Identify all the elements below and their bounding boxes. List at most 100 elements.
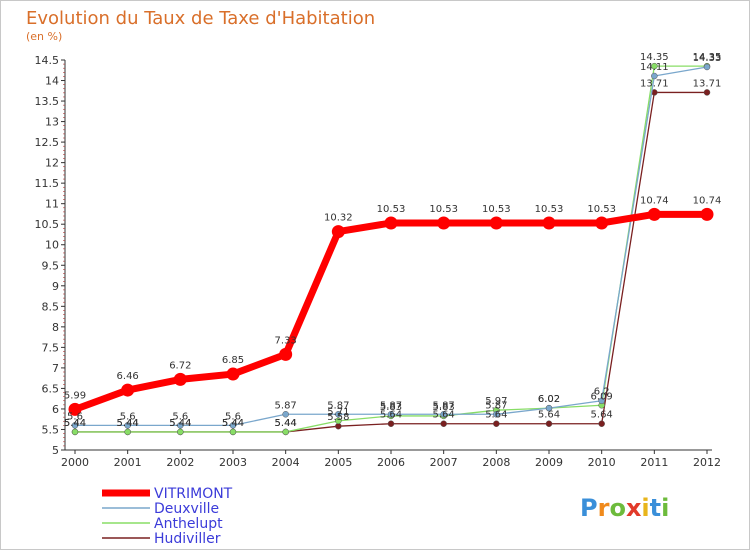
data-label-anthelupt: 5.97 <box>485 396 507 407</box>
data-label-deuxville: 5.87 <box>275 400 297 411</box>
data-label-vitrimont: 6.72 <box>169 360 191 371</box>
data-point-hudiviller <box>545 420 553 427</box>
data-label-vitrimont: 10.53 <box>587 204 616 215</box>
data-point-deuxville <box>493 411 500 418</box>
legend-label-anthelupt: Anthelupt <box>154 516 223 532</box>
y-tick-label: 13.5 <box>35 95 60 108</box>
data-label-vitrimont: 10.74 <box>640 195 669 206</box>
series-layer <box>68 62 714 436</box>
data-label-deuxville: 5.6 <box>67 411 83 422</box>
x-tick-label: 2005 <box>324 456 352 469</box>
data-label-anthelupt: 5.44 <box>117 418 139 429</box>
y-tick-label: 13 <box>45 116 59 129</box>
y-tick-label: 14.5 <box>35 54 60 67</box>
data-label-anthelupt: 14.35 <box>640 52 669 63</box>
data-point-deuxville <box>177 422 184 429</box>
x-tick-label: 2011 <box>640 456 668 469</box>
data-label-hudiviller: 5.64 <box>380 410 402 421</box>
data-label-anthelupt: 5.83 <box>380 402 402 413</box>
data-label-deuxville: 5.87 <box>327 400 349 411</box>
data-label-vitrimont: 10.53 <box>535 204 564 215</box>
data-point-anthelupt <box>177 428 184 436</box>
logo-letter: t <box>650 494 661 522</box>
data-point-vitrimont <box>279 347 293 361</box>
data-label-deuxville: 5.87 <box>380 400 402 411</box>
y-tick-label: 8.5 <box>42 300 60 313</box>
data-label-hudiviller: 5.64 <box>538 410 560 421</box>
series-line-vitrimont <box>73 210 707 413</box>
x-tick-label: 2004 <box>272 456 300 469</box>
data-label-anthelupt: 5.44 <box>64 418 86 429</box>
y-tick-label: 9 <box>52 280 59 293</box>
y-tick-label: 11 <box>45 198 59 211</box>
data-label-deuxville: 5.87 <box>433 400 455 411</box>
data-label-deuxville: 5.6 <box>172 411 188 422</box>
data-label-anthelupt: 6.09 <box>591 391 613 402</box>
data-label-anthelupt: 5.44 <box>222 418 244 429</box>
data-label-anthelupt: 5.44 <box>169 418 191 429</box>
y-tick-label: 9.5 <box>42 259 60 272</box>
logo-letter: P <box>580 494 598 522</box>
x-tick-label: 2009 <box>535 456 563 469</box>
y-tick-label: 10.5 <box>35 218 60 231</box>
proxiti-logo: Proxiti <box>580 494 669 522</box>
data-point-vitrimont <box>437 216 451 230</box>
data-label-vitrimont: 10.53 <box>377 204 406 215</box>
data-point-hudiviller <box>493 420 500 427</box>
series-line-deuxville <box>75 66 708 427</box>
data-label-vitrimont: 7.33 <box>275 335 297 346</box>
data-label-hudiviller: 5.44 <box>169 418 191 429</box>
data-point-vitrimont <box>542 216 556 230</box>
data-label-vitrimont: 10.53 <box>429 204 458 215</box>
x-tick-label: 2000 <box>61 456 89 469</box>
data-point-vitrimont <box>595 216 609 230</box>
data-point-vitrimont <box>68 402 82 416</box>
data-label-deuxville: 6.2 <box>594 387 610 398</box>
data-label-anthelupt: 5.83 <box>433 402 455 413</box>
logo-letter: i <box>641 494 649 522</box>
data-label-hudiviller: 5.44 <box>222 418 244 429</box>
data-label-vitrimont: 10.53 <box>482 204 511 215</box>
data-label-anthelupt: 5.44 <box>275 418 297 429</box>
data-label-anthelupt: 14.35 <box>693 52 722 63</box>
data-point-anthelupt <box>229 428 237 436</box>
x-tick-label: 2006 <box>377 456 405 469</box>
data-label-vitrimont: 10.74 <box>693 195 722 206</box>
data-label-deuxville: 5.6 <box>225 411 241 422</box>
data-point-anthelupt <box>651 62 658 70</box>
logo-letter: r <box>598 494 610 522</box>
data-label-hudiviller: 5.58 <box>327 412 349 423</box>
data-label-hudiviller: 5.64 <box>591 410 613 421</box>
data-point-deuxville <box>387 411 395 418</box>
y-tick-label: 8 <box>52 321 59 334</box>
data-point-deuxville <box>545 404 553 412</box>
data-point-deuxville <box>229 422 237 429</box>
data-point-hudiviller <box>387 420 395 427</box>
x-tick-label: 2007 <box>430 456 458 469</box>
data-label-deuxville: 6.02 <box>538 394 560 405</box>
x-tick-label: 2002 <box>166 456 194 469</box>
x-tick-label: 2001 <box>114 456 142 469</box>
legend-label-hudiviller: Hudiviller <box>154 531 221 547</box>
data-point-deuxville <box>440 411 447 418</box>
legend-label-deuxville: Deuxville <box>154 501 219 517</box>
x-tick-label: 2008 <box>482 456 510 469</box>
data-label-anthelupt: 6.02 <box>538 394 560 405</box>
chart-title: Evolution du Taux de Taxe d'Habitation <box>26 8 375 29</box>
data-point-vitrimont <box>384 216 398 230</box>
data-label-hudiviller: 5.44 <box>117 418 139 429</box>
data-label-hudiviller: 5.64 <box>485 410 507 421</box>
data-label-deuxville: 5.6 <box>120 411 136 422</box>
data-point-anthelupt <box>71 428 79 436</box>
y-tick-label: 5.5 <box>42 423 60 436</box>
data-labels-layer: 5.44 5.44 5.44 5.44 5.44 5.58 5.64 5.64 5.64 5.64… <box>64 52 721 429</box>
logo-letter: o <box>609 494 626 522</box>
y-tick-label: 7.5 <box>42 341 60 354</box>
data-point-vitrimont <box>121 383 135 397</box>
series-line-anthelupt <box>75 65 707 433</box>
data-point-deuxville <box>282 411 289 418</box>
logo-letter: x <box>626 494 642 522</box>
data-label-hudiviller: 13.71 <box>693 78 722 89</box>
data-label-vitrimont: 6.46 <box>117 371 139 382</box>
y-tick-label: 6 <box>52 403 59 416</box>
